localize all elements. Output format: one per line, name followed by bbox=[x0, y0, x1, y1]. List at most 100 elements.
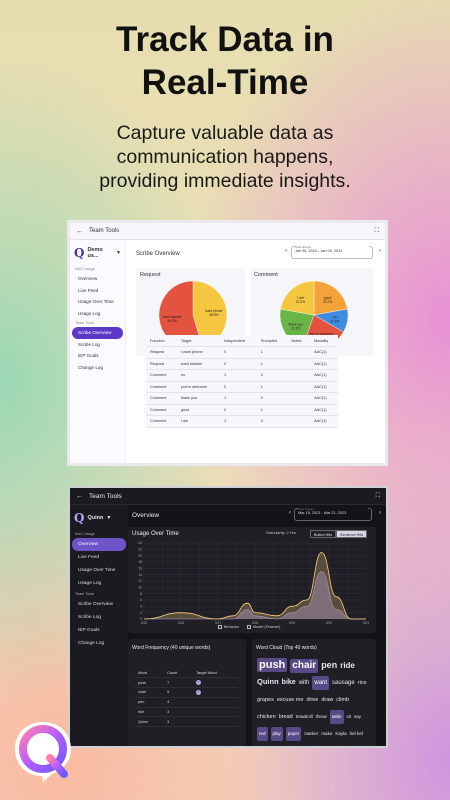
table-cell: Request bbox=[146, 346, 177, 359]
cloud-word: sausage bbox=[332, 680, 355, 686]
sidebar-item-live-feed[interactable]: Live Feed bbox=[78, 287, 99, 293]
next-range-icon[interactable]: › bbox=[379, 248, 381, 254]
y-tick-label: 24 bbox=[138, 541, 142, 545]
topbar: ← Team Tools ⛶ bbox=[70, 223, 385, 240]
sidebar-item-scribe-log[interactable]: Scribe Log bbox=[78, 615, 101, 620]
account-name: Quinn bbox=[87, 515, 104, 521]
series-area bbox=[144, 571, 366, 619]
slice-pct: 22.2% bbox=[291, 327, 300, 331]
sidebar-item-scribe-overview[interactable]: Scribe Overview bbox=[78, 602, 113, 607]
table-cell bbox=[287, 392, 311, 405]
date-range-field[interactable]: Date Range Mar 15, 2023 - Mar 21, 2023 bbox=[294, 507, 372, 521]
usage-title: Usage Over Time bbox=[132, 531, 179, 537]
checkbox-icon bbox=[247, 625, 251, 629]
sidebar-item-iep-goals[interactable]: IEP Goals bbox=[78, 353, 99, 358]
main-content: Overview ‹ Date Range Mar 15, 2023 - Mar… bbox=[128, 505, 386, 746]
col-header: Prompted bbox=[256, 335, 288, 347]
expand-icon[interactable]: ⛶ bbox=[375, 492, 380, 499]
section-aac-usage: AAC Usage bbox=[75, 532, 95, 536]
prev-range-icon[interactable]: ‹ bbox=[289, 510, 291, 516]
y-tick-label: 14 bbox=[138, 573, 142, 577]
y-tick-label: 10 bbox=[138, 586, 142, 590]
hero-subtitle: Capture valuable data as communication h… bbox=[99, 122, 351, 192]
toggle-sentence-hits[interactable]: Sentence Hits bbox=[336, 530, 368, 538]
y-tick-label: 22 bbox=[138, 548, 142, 552]
slice-pct: 11.1% bbox=[330, 320, 339, 324]
cloud-word: drive bbox=[306, 697, 319, 703]
table-cell: AAC(1) bbox=[310, 346, 338, 359]
cloud-word: pen bbox=[321, 660, 338, 670]
table-cell: Comment bbox=[146, 404, 177, 416]
legend-behavior[interactable]: Behavior bbox=[218, 625, 239, 629]
cloud-word: throw bbox=[315, 714, 327, 719]
y-tick-label: 18 bbox=[138, 560, 142, 564]
table-cell: Comment bbox=[146, 415, 177, 428]
back-arrow-icon[interactable]: ← bbox=[76, 227, 83, 235]
sidebar-item-live-feed[interactable]: Live Feed bbox=[78, 555, 100, 560]
col-header: Notes bbox=[287, 335, 311, 347]
x-tick-label: 3/19 bbox=[289, 621, 296, 625]
cloud-word: bike bbox=[281, 679, 296, 686]
table-cell: no bbox=[176, 369, 220, 382]
sidebar-item-iep-goals[interactable]: IEP Goals bbox=[78, 628, 100, 633]
col-header: Function bbox=[146, 335, 177, 347]
account-switcher[interactable]: Q Quinn ▼ bbox=[70, 505, 128, 530]
cloud-word: chair bbox=[290, 659, 319, 673]
section-team-tools: Team Tools bbox=[75, 592, 95, 596]
slice-pct: 45.5% bbox=[209, 313, 218, 317]
expand-icon[interactable]: ⛶ bbox=[374, 227, 379, 234]
sidebar-item-overview[interactable]: Overview bbox=[72, 538, 126, 551]
pie-slice bbox=[313, 280, 348, 316]
dark-screenshot: ← Team Tools ⛶ Q Quinn ▼ AAC Usage Overv… bbox=[68, 486, 388, 748]
x-tick-label: 3/15 bbox=[141, 621, 148, 625]
granularity-select[interactable]: Granularity: 2 Hrs bbox=[266, 531, 296, 535]
table-cell: good bbox=[176, 404, 220, 416]
next-range-icon[interactable]: › bbox=[379, 510, 381, 516]
sidebar-item-usage-over-time[interactable]: Usage Over Time bbox=[78, 568, 116, 573]
table-cell bbox=[287, 381, 311, 393]
target-cell bbox=[192, 697, 238, 708]
target-cell: ✓ bbox=[192, 687, 238, 698]
slice-label: 'want blanket' bbox=[162, 315, 182, 319]
slice-pct: 22.2% bbox=[323, 300, 332, 304]
target-cell: ✓ bbox=[192, 677, 238, 689]
sidebar-item-usage-log[interactable]: Usage Log bbox=[78, 581, 102, 586]
table-cell: AAC(1) bbox=[310, 381, 338, 393]
slice-label: 'thank you' bbox=[288, 323, 304, 327]
table-row: Quinn 3 bbox=[134, 716, 238, 728]
cloud-word: chicken bbox=[257, 714, 276, 720]
topbar: ← Team Tools ⛶ bbox=[70, 488, 386, 505]
sidebar-item-scribe-overview[interactable]: Scribe Overview bbox=[72, 327, 123, 339]
x-tick-label: 3/17 bbox=[215, 621, 222, 625]
table-row: chair 5 ✓ bbox=[134, 687, 238, 698]
sidebar-item-usage-log[interactable]: Usage Log bbox=[78, 310, 101, 316]
prev-range-icon[interactable]: ‹ bbox=[285, 248, 287, 254]
y-tick-label: 6 bbox=[140, 598, 142, 602]
sidebar-item-change-log[interactable]: Change Log bbox=[78, 641, 105, 646]
sidebar-item-scribe-log[interactable]: Scribe Log bbox=[78, 341, 100, 347]
table-cell: 0 bbox=[256, 415, 288, 428]
sidebar-item-change-log[interactable]: Change Log bbox=[78, 364, 104, 370]
slice-pct: 54.5% bbox=[167, 319, 176, 323]
table-cell: AAC(1) bbox=[310, 358, 338, 370]
cloud-word: excuse me bbox=[276, 697, 304, 703]
cloud-word: paper bbox=[285, 727, 302, 741]
account-switcher[interactable]: Q Demo us... ▼ bbox=[70, 240, 125, 265]
toggle-button-hits[interactable]: Button Hits bbox=[310, 530, 337, 538]
checkbox-icon bbox=[218, 625, 222, 629]
sidebar-item-overview[interactable]: Overview bbox=[78, 276, 98, 281]
legend-model[interactable]: Model (Teacher) bbox=[247, 625, 280, 629]
col-header: Target Word bbox=[192, 668, 238, 679]
cloud-word: draw bbox=[321, 697, 334, 703]
check-icon: ✓ bbox=[196, 680, 202, 686]
sidebar-item-usage-over-time[interactable]: Usage Over Time bbox=[78, 299, 114, 304]
pie-slice bbox=[280, 280, 315, 316]
word-cell: push bbox=[134, 677, 164, 689]
page-title: Overview bbox=[132, 512, 160, 519]
date-range-field[interactable]: Date Range Jan 06, 2024 - Jan 06, 2024 bbox=[291, 245, 373, 259]
table-row: Comment you're welcome 0 1 AAC(1) bbox=[146, 381, 338, 393]
word-cloud-title: Word Cloud (Top 40 words) bbox=[256, 645, 317, 651]
back-arrow-icon[interactable]: ← bbox=[76, 492, 83, 500]
usage-panel: Usage Over Time Granularity: 2 Hrs Butto… bbox=[128, 527, 376, 633]
cloud-word: ride bbox=[340, 661, 355, 670]
